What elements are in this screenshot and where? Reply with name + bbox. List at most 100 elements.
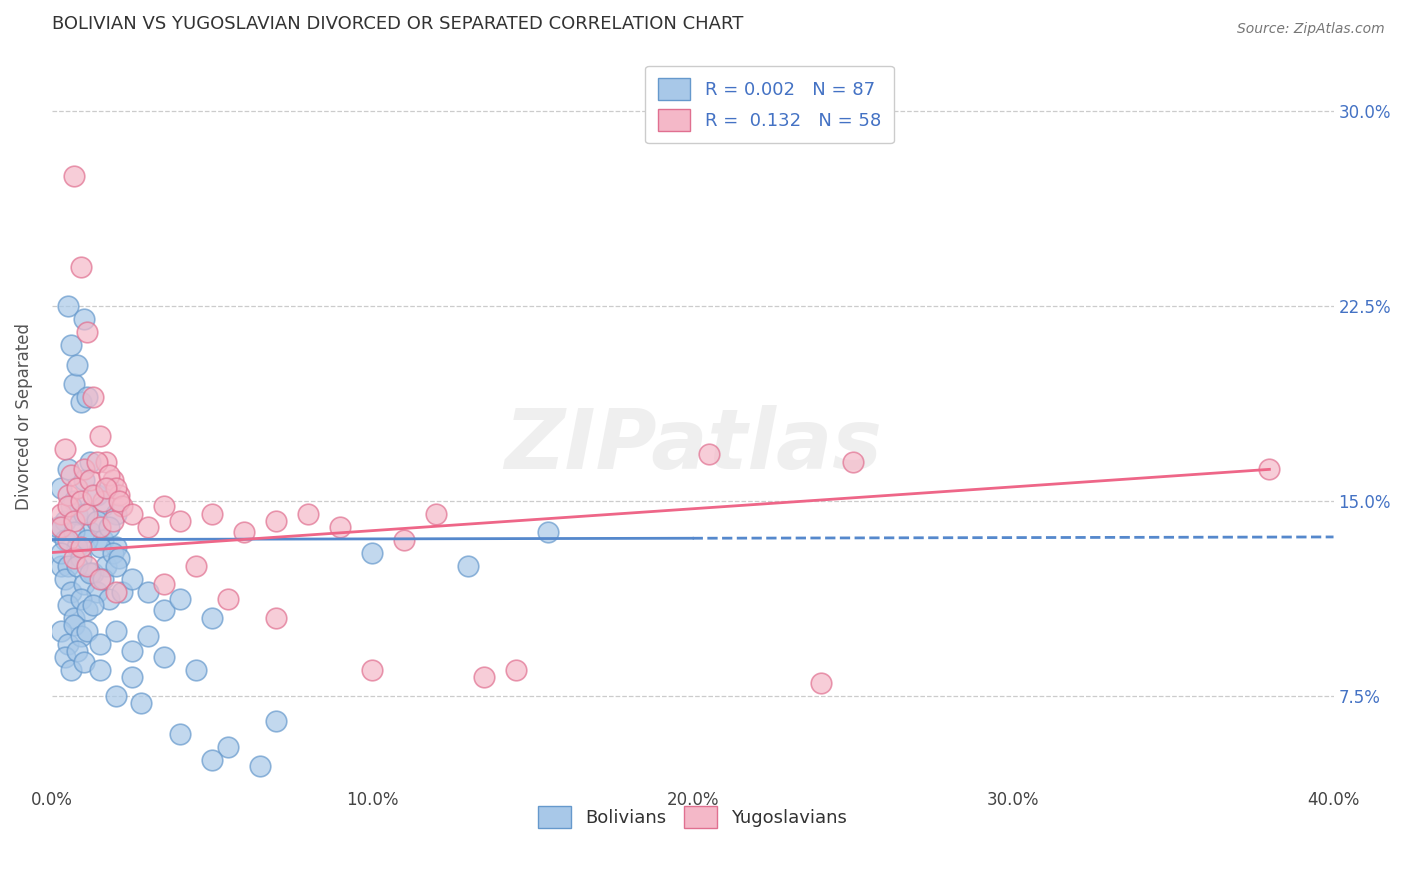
Point [297,507,319,521]
Point [111,584,134,599]
Point [89,663,111,677]
Point [86,454,108,468]
Point [69,394,91,409]
Point [73,655,96,669]
Point [425,507,447,521]
Point [63,618,86,632]
Point [59,499,82,513]
Point [79,524,101,539]
Point [82,598,104,612]
Point [184,663,207,677]
Point [108,488,131,502]
Text: ZIPatlas: ZIPatlas [503,405,882,486]
Point [46,519,69,533]
Point [79,473,101,487]
Point [104,584,127,599]
Point [131,696,153,710]
Point [201,754,224,768]
Point [217,740,239,755]
Point [201,610,224,624]
Point [53,442,76,456]
Point [56,499,79,513]
Point [51,624,73,638]
Point [361,545,384,559]
Point [59,663,82,677]
Point [108,493,131,508]
Point [51,558,73,573]
Point [66,359,89,373]
Point [63,493,86,508]
Point [53,649,76,664]
Point [66,644,89,658]
Point [217,592,239,607]
Point [101,473,124,487]
Point [82,390,104,404]
Point [98,592,121,607]
Point [66,558,89,573]
Point [76,325,98,339]
Point [153,603,176,617]
Point [69,541,91,555]
Point [63,550,86,565]
Point [96,558,118,573]
Point [96,481,118,495]
Point [76,533,98,547]
Point [169,592,191,607]
Point [63,514,86,528]
Point [69,493,91,508]
Point [63,376,86,391]
Point [79,454,101,468]
Point [91,499,114,513]
Point [98,467,121,482]
Point [56,533,79,547]
Point [111,499,134,513]
Point [63,610,86,624]
Point [76,507,98,521]
Point [89,428,111,442]
Point [96,454,118,468]
Point [53,533,76,547]
Point [51,545,73,559]
Point [91,572,114,586]
Point [108,550,131,565]
Point [1258,462,1281,476]
Point [69,550,91,565]
Point [201,507,224,521]
Point [82,566,104,581]
Point [51,481,73,495]
Point [76,390,98,404]
Y-axis label: Divorced or Separated: Divorced or Separated [15,323,32,509]
Point [153,576,176,591]
Point [505,663,527,677]
Point [104,481,127,495]
Text: Source: ZipAtlas.com: Source: ZipAtlas.com [1237,22,1385,37]
Point [697,447,720,461]
Point [73,473,96,487]
Point [59,467,82,482]
Point [329,519,352,533]
Point [472,670,495,684]
Point [59,584,82,599]
Point [136,629,159,643]
Point [184,558,207,573]
Point [361,663,384,677]
Point [76,558,98,573]
Point [394,533,416,547]
Point [136,584,159,599]
Text: BOLIVIAN VS YUGOSLAVIAN DIVORCED OR SEPARATED CORRELATION CHART: BOLIVIAN VS YUGOSLAVIAN DIVORCED OR SEPA… [52,15,744,33]
Point [264,714,287,729]
Point [56,636,79,650]
Point [63,524,86,539]
Point [73,576,96,591]
Point [104,689,127,703]
Point [842,454,865,468]
Point [104,507,127,521]
Point [101,545,124,559]
Point [121,572,143,586]
Point [537,524,560,539]
Point [53,514,76,528]
Point [264,514,287,528]
Point [101,514,124,528]
Point [98,519,121,533]
Point [104,624,127,638]
